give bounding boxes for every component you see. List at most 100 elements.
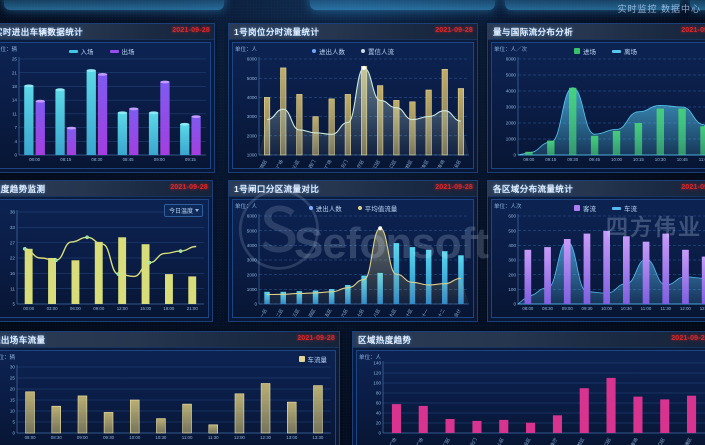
x-axis-tick: 09:30: [567, 157, 579, 162]
bar: [525, 151, 533, 155]
chart-canvas: 1000 2000 3000 4000 5000 6000 庭院区 东广场 中心区 西门 南广场 北门…: [247, 57, 469, 169]
bar: [687, 395, 697, 433]
y-axis-tick: 100: [373, 381, 381, 386]
y-axis-tick: 5000: [247, 228, 258, 233]
bar: [24, 85, 34, 155]
x-axis-tick: 中心区: [493, 436, 506, 445]
x-axis-tick: 南广场: [412, 436, 425, 445]
legend-swatch: [109, 49, 119, 53]
chart-legend: 进场 离场: [492, 46, 705, 56]
legend-item[interactable]: 出场: [109, 46, 135, 56]
x-axis-tick: 12:30: [700, 306, 705, 311]
legend-item[interactable]: 车流量: [298, 354, 328, 364]
x-axis-tick: 南广场: [321, 158, 334, 169]
y-axis-tick: 7: [14, 125, 17, 130]
legend-item[interactable]: 车流: [612, 203, 637, 213]
x-axis-tick: 九区: [388, 307, 399, 318]
line-series: [267, 227, 461, 296]
x-axis-tick: 大厅区: [353, 158, 366, 169]
x-axis-tick: 21:00: [187, 306, 199, 311]
panel-p6: 各区域分布流量统计 2021-09-28 单位：人次 客流 车流 0 100 200 300 40…: [487, 180, 705, 322]
x-axis-tick: 10:00: [611, 157, 623, 162]
x-axis-tick: 18:00: [163, 306, 175, 311]
bar-cap: [129, 107, 139, 111]
chart-canvas: 0 20 40 60 80 100 120 140 东广场 南广场 西门区 北门 中心区 商业区 候车厅 安检…: [373, 361, 705, 445]
x-axis-tick: 一区: [259, 307, 268, 318]
bar: [590, 135, 599, 155]
x-axis-tick: 交通区: [681, 436, 694, 445]
legend-item[interactable]: 进场: [574, 46, 596, 56]
bar: [313, 385, 323, 434]
bar: [393, 243, 400, 304]
x-axis-tick: 庭院区: [256, 158, 269, 169]
legend-item[interactable]: 离场: [612, 46, 637, 56]
chart-canvas: 0 1000 2000 3000 4000 5000 6000 09:00 09:15 09:30…: [506, 57, 705, 162]
y-axis-tick: 14: [12, 98, 18, 103]
legend-label: 进场: [583, 49, 596, 56]
bar-cap: [55, 88, 65, 92]
data-point: [178, 249, 183, 253]
y-axis-tick: 0: [12, 431, 15, 436]
panel-date: 2021-09-28: [435, 26, 473, 34]
x-axis-tick: 入口区: [386, 158, 397, 169]
panel-header-p6: 各区域分布流量统计 2021-09-28: [488, 181, 705, 197]
legend-item[interactable]: 置信人流: [361, 46, 394, 56]
legend-item[interactable]: 平均值流量: [357, 203, 397, 213]
legend-label: 车流量: [307, 357, 328, 364]
legend-swatch: [312, 49, 316, 53]
top-banner: 实时监控 数据中心: [0, 0, 705, 22]
legend-item[interactable]: 入场: [68, 46, 94, 56]
bar: [409, 247, 416, 304]
line-area-fill: [259, 228, 469, 304]
legend-item[interactable]: 进出人数: [308, 203, 342, 213]
x-axis-tick: 五区: [324, 307, 333, 318]
peak-marker: [362, 65, 366, 70]
y-axis-tick: 400: [508, 243, 516, 248]
bar: [97, 74, 108, 155]
panel-date: 2021-09-28: [671, 334, 705, 342]
data-point: [116, 272, 121, 276]
x-axis-tick: 10:45: [677, 157, 689, 162]
panel-body-p2: 单位：人 进出人数 置信人流 1000 2000 3000 4000 5000 6000 庭院区东…: [232, 42, 474, 169]
legend-swatch: [361, 49, 365, 53]
x-axis-tick: 入口区: [655, 436, 666, 445]
bar: [148, 112, 159, 155]
legend-item[interactable]: 客流: [574, 203, 596, 213]
bar: [524, 249, 532, 304]
y-axis-tick: 1000: [247, 153, 258, 158]
x-axis-tick: 10:30: [621, 306, 633, 311]
bar: [445, 419, 455, 433]
chart-canvas: 0 1000 2000 3000 4000 5000 6000 一区 二区 三区 四区 五区 六区 七区八…: [247, 214, 469, 318]
y-axis-tick: 2000: [506, 121, 517, 126]
panel-title: 区域热度趋势: [358, 335, 412, 345]
x-axis-tick: 03:00: [47, 306, 59, 311]
x-axis-tick: 六区: [339, 307, 350, 318]
x-axis-tick: 北门: [468, 437, 478, 445]
bar-cap: [148, 111, 159, 115]
y-axis-tick: 6000: [506, 57, 517, 62]
bar: [55, 89, 65, 155]
y-axis-tick: 500: [508, 228, 516, 233]
legend-item[interactable]: 进出人数: [312, 46, 345, 56]
x-axis-tick: 10:30: [655, 157, 667, 162]
y-axis-tick: 0: [254, 302, 257, 307]
bar: [418, 405, 428, 433]
y-axis-tick: 100: [508, 287, 516, 292]
bar: [103, 412, 114, 434]
bar: [678, 108, 686, 155]
bar: [660, 399, 670, 433]
y-axis-tick: 1000: [506, 137, 517, 142]
chart-canvas: 0 5 10 15 20 25 30 08:00 08:30 09:00 09:30 10:00 10:…: [10, 365, 331, 440]
time-range-select[interactable]: 今日温度: [163, 204, 203, 217]
bar: [612, 131, 621, 155]
x-axis-tick: 09:00: [77, 435, 89, 440]
bar: [260, 383, 271, 434]
y-axis-tick: 600: [508, 214, 516, 219]
y-axis-tick: 21: [12, 70, 18, 75]
x-axis-tick: 11:30: [660, 306, 671, 311]
y-axis-tick: 0: [378, 431, 381, 436]
x-axis-tick: 合计: [452, 307, 463, 318]
y-axis-tick: 4: [14, 139, 17, 144]
bar: [606, 377, 616, 433]
banner-segment-4: [690, 0, 705, 10]
